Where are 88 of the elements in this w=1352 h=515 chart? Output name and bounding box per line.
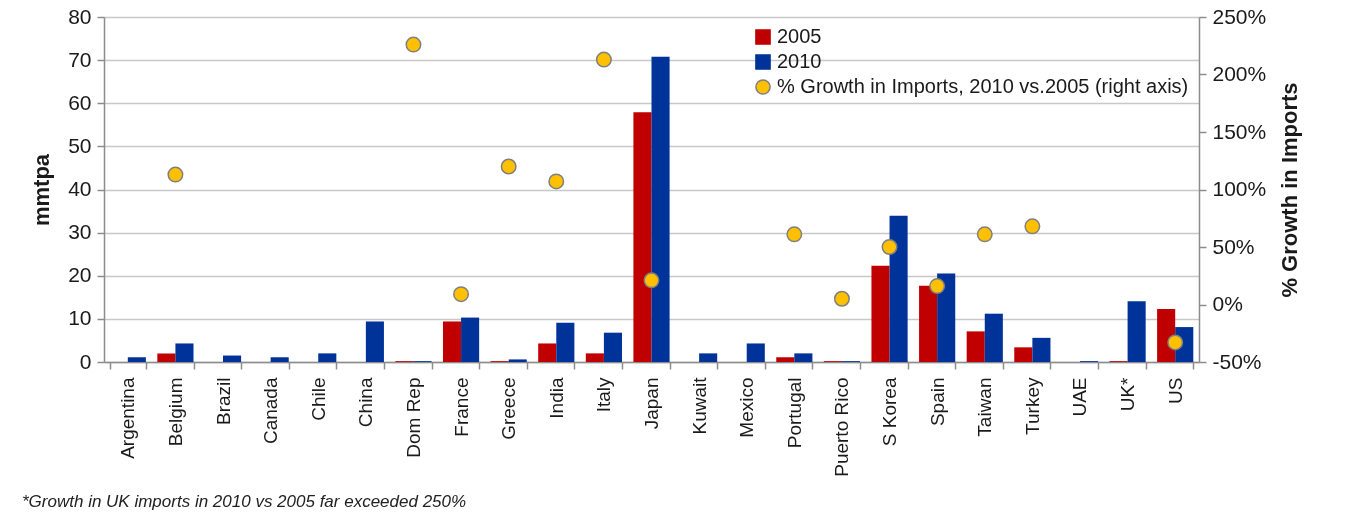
y2-axis-title: % Growth in Imports [1277, 82, 1303, 298]
bar [699, 353, 718, 362]
y-tick-label: 0 [79, 349, 92, 373]
point [881, 239, 898, 255]
y-tick-label: 40 [68, 177, 92, 200]
x-tick-label: Kuwait [688, 376, 710, 435]
x-tick-label: UAE [1069, 377, 1091, 417]
bar [223, 355, 242, 362]
y2-tick-label: 150% [1212, 119, 1267, 143]
bar [651, 56, 670, 362]
bar [508, 359, 527, 362]
legend-label: 2005 [777, 25, 822, 47]
bar [919, 285, 938, 362]
x-tick-label: Taiwan [974, 377, 996, 437]
x-tick-label: China [355, 377, 377, 428]
x-tick-label: Belgium [164, 377, 186, 447]
bar [157, 353, 176, 362]
bar [270, 357, 289, 362]
point [976, 226, 993, 243]
bar [603, 332, 622, 362]
x-tick-label: Mexico [736, 377, 758, 438]
x-tick-label: Italy [593, 377, 615, 413]
y2-tick-label: 100% [1212, 177, 1267, 200]
bar [365, 321, 384, 362]
bar [538, 343, 557, 362]
y2-tick-label: 250% [1212, 4, 1267, 28]
point [453, 286, 470, 303]
x-tick-label: Japan [641, 377, 662, 430]
x-tick-label: Argentina [117, 377, 139, 459]
bar [746, 343, 765, 362]
point [1167, 334, 1184, 351]
y-tick-label: 70 [68, 47, 92, 71]
x-tick-label: Dom Rep [402, 377, 424, 458]
x-tick-label: Brazil [212, 377, 234, 426]
y2-tick-label: 0% [1212, 292, 1243, 315]
x-tick-label: S Korea [879, 377, 901, 447]
bar [889, 215, 908, 362]
bar [127, 357, 146, 362]
legend-label: 2010 [777, 50, 822, 72]
bar [556, 322, 575, 362]
x-tick-label: UK* [1117, 376, 1139, 412]
bar [461, 317, 480, 362]
x-tick-label: Portugal [783, 377, 805, 449]
y2-tick-label: -50% [1212, 349, 1262, 373]
y-tick-label: 50 [68, 133, 92, 157]
x-tick-label: France [450, 377, 472, 437]
y-tick-label: 30 [68, 220, 92, 244]
point [643, 272, 660, 289]
bar [794, 353, 813, 362]
point [833, 290, 850, 307]
point [167, 166, 184, 183]
x-tick-label: US [1164, 377, 1186, 404]
x-tick-label: Puerto Rico [831, 377, 853, 477]
point [405, 36, 422, 53]
x-tick-label: India [545, 377, 567, 419]
point [500, 158, 517, 175]
bar [1014, 347, 1033, 362]
point [786, 226, 803, 243]
bar [966, 331, 985, 362]
y-axis-title: mmtpa [29, 153, 55, 227]
bar [984, 313, 1003, 362]
x-tick-label: Chile [307, 377, 329, 421]
point [595, 51, 612, 68]
point [548, 173, 565, 190]
y-tick-label: 20 [68, 263, 92, 287]
point [929, 278, 946, 295]
x-tick-label: Canada [260, 377, 282, 445]
legend-label: % Growth in Imports, 2010 vs.2005 (right axis) [777, 75, 1189, 97]
x-tick-label: Greece [498, 377, 520, 440]
x-tick-label: Turkey [1021, 377, 1043, 435]
bar [585, 353, 604, 362]
bar [1127, 301, 1146, 362]
bar [442, 321, 462, 362]
y2-tick-label: 50% [1212, 234, 1255, 258]
text: *Growth in UK imports in 2010 vs 2005 far exceeded 250% [22, 492, 467, 512]
bar [1032, 337, 1051, 362]
y-tick-label: 80 [68, 4, 92, 28]
point [1024, 218, 1041, 235]
y-tick-label: 10 [68, 306, 92, 330]
bar [318, 353, 337, 362]
bar [871, 265, 890, 362]
x-tick-label: Spain [926, 377, 948, 427]
bar [633, 112, 652, 362]
bar [937, 273, 956, 362]
y-tick-label: 60 [68, 90, 92, 114]
bar [175, 343, 194, 362]
bar [776, 357, 795, 362]
y2-tick-label: 200% [1212, 62, 1267, 85]
